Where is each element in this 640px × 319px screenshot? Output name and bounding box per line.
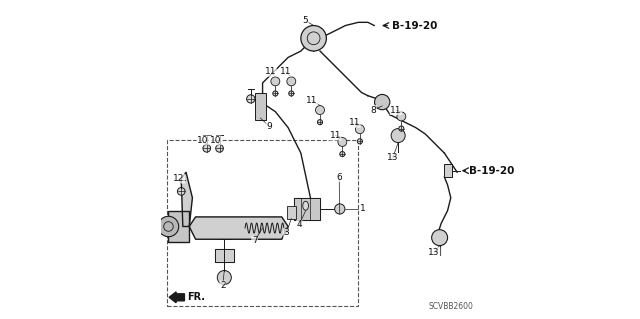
Circle shape: [216, 145, 223, 152]
Text: 11: 11: [390, 106, 402, 115]
Circle shape: [316, 106, 324, 115]
Polygon shape: [181, 172, 193, 226]
Circle shape: [335, 204, 345, 214]
Text: 13: 13: [387, 153, 399, 162]
Bar: [444, 164, 452, 177]
Circle shape: [340, 152, 345, 157]
Circle shape: [431, 230, 447, 246]
Circle shape: [271, 77, 280, 86]
Text: 8: 8: [371, 106, 376, 115]
Circle shape: [218, 271, 231, 285]
Circle shape: [273, 91, 278, 96]
Circle shape: [289, 91, 294, 96]
Text: 6: 6: [336, 173, 342, 182]
Circle shape: [355, 125, 364, 134]
Circle shape: [158, 216, 179, 237]
Circle shape: [301, 26, 326, 51]
Circle shape: [203, 145, 211, 152]
Text: 13: 13: [428, 248, 440, 256]
Ellipse shape: [303, 201, 308, 210]
Text: 11: 11: [349, 118, 360, 127]
Text: 11: 11: [307, 96, 318, 105]
Circle shape: [246, 95, 255, 103]
Text: B-19-20: B-19-20: [392, 20, 437, 31]
Polygon shape: [189, 217, 288, 239]
FancyArrow shape: [169, 292, 184, 303]
Text: 1: 1: [360, 204, 366, 213]
Text: 12: 12: [173, 174, 185, 183]
Circle shape: [391, 129, 405, 143]
Text: 7: 7: [252, 236, 257, 245]
Circle shape: [317, 120, 323, 125]
Text: 4: 4: [296, 220, 302, 229]
Bar: [168, 211, 189, 242]
Circle shape: [287, 77, 296, 86]
Text: 10: 10: [197, 136, 209, 145]
Text: 9: 9: [266, 122, 272, 130]
Text: 11: 11: [330, 131, 341, 140]
Text: 2: 2: [220, 281, 225, 290]
Circle shape: [397, 112, 406, 121]
Bar: [287, 206, 296, 219]
Text: B-19-20: B-19-20: [469, 166, 515, 176]
Text: 11: 11: [265, 67, 276, 76]
Circle shape: [374, 94, 390, 110]
Text: 3: 3: [284, 228, 289, 237]
Circle shape: [177, 188, 185, 195]
Text: 11: 11: [280, 67, 292, 76]
Polygon shape: [294, 198, 320, 220]
Text: FR.: FR.: [188, 292, 205, 302]
Text: 10: 10: [210, 136, 221, 145]
Circle shape: [338, 137, 347, 146]
Text: SCVBB2600: SCVBB2600: [428, 302, 473, 311]
Circle shape: [357, 139, 362, 144]
Bar: [167, 140, 358, 306]
Circle shape: [399, 126, 404, 131]
Text: 5: 5: [303, 16, 308, 25]
Bar: [255, 93, 266, 120]
Polygon shape: [215, 249, 234, 262]
